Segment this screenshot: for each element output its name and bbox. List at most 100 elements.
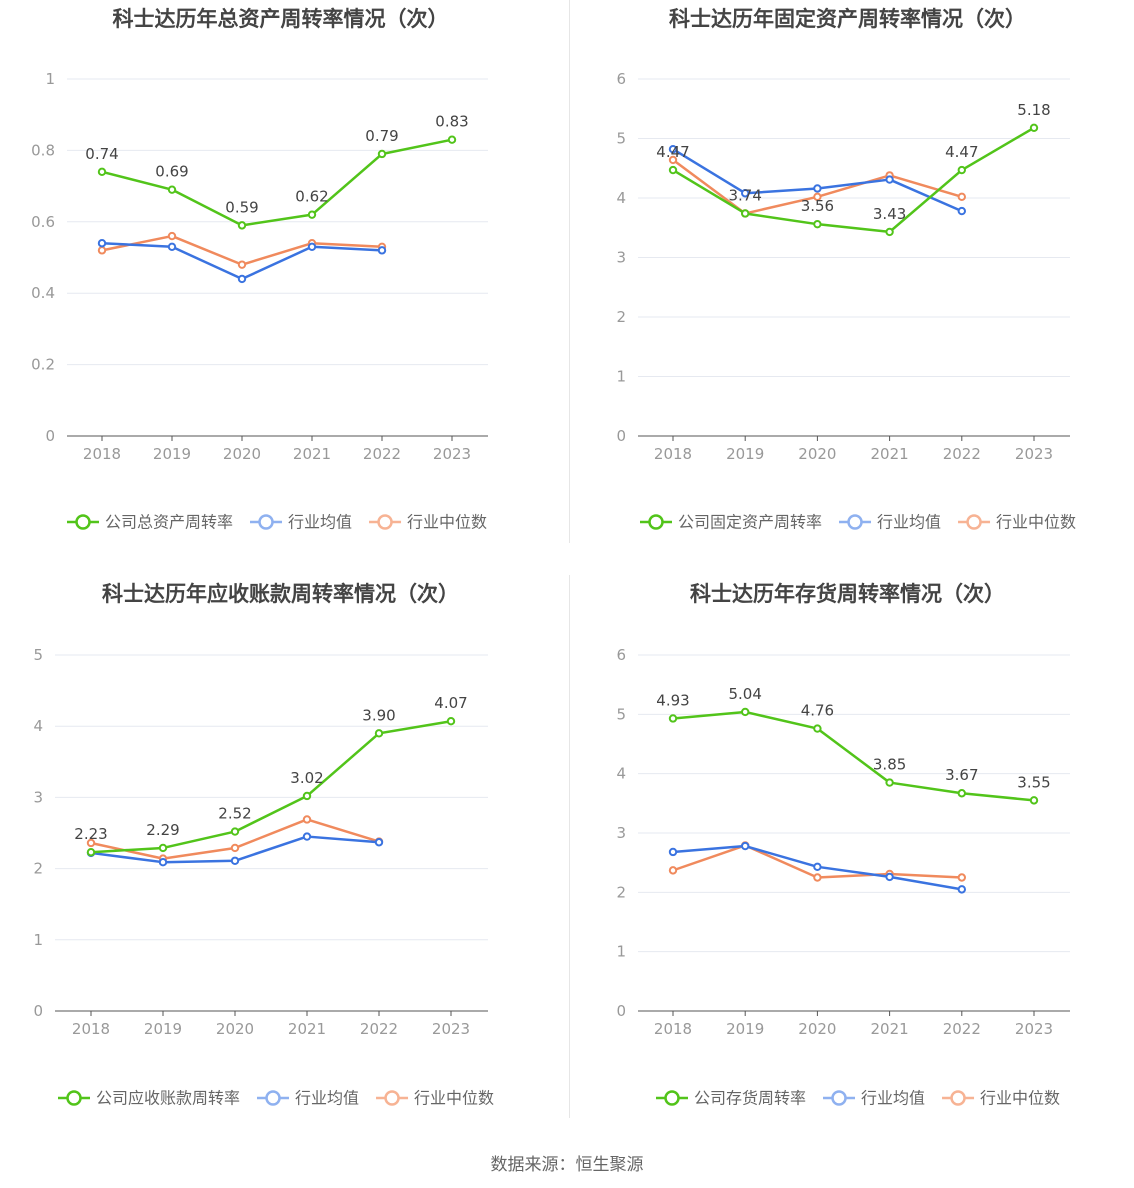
- data-point-median: [813, 873, 822, 882]
- y-tick-label: 0.2: [31, 356, 55, 374]
- data-point-avg: [741, 189, 750, 198]
- legend-label: 行业均值: [861, 1089, 925, 1108]
- data-source-note: 数据来源：恒生聚源: [490, 1155, 644, 1175]
- legend-label: 公司固定资产周转率: [678, 513, 822, 532]
- legend-item-median[interactable]: 行业中位数: [376, 1089, 494, 1108]
- legend-swatch-circle: [664, 1090, 680, 1106]
- x-tick-label: 2021: [288, 1020, 326, 1038]
- data-point-company: [97, 167, 107, 177]
- x-tick-label: 2022: [363, 445, 401, 463]
- legend-item-median[interactable]: 行业中位数: [942, 1089, 1060, 1108]
- data-label: 0.59: [225, 198, 258, 216]
- x-tick-label: 2019: [144, 1020, 182, 1038]
- data-label: 3.56: [801, 197, 834, 215]
- y-tick-label: 5: [616, 130, 626, 148]
- data-point-avg: [377, 246, 387, 255]
- legend-item-median[interactable]: 行业中位数: [369, 513, 487, 532]
- legend-item-avg[interactable]: 行业均值: [250, 513, 352, 532]
- data-point-avg: [957, 206, 966, 216]
- data-point-company: [447, 135, 457, 144]
- data-label: 2.29: [146, 821, 179, 839]
- data-label: 2.23: [74, 825, 107, 843]
- data-point-company: [302, 791, 312, 801]
- data-label: 4.47: [656, 143, 689, 161]
- data-point-avg: [668, 847, 678, 857]
- data-label: 3.85: [873, 756, 906, 774]
- y-tick-label: 0.8: [31, 141, 55, 159]
- data-label: 4.47: [945, 143, 978, 161]
- legend-item-company[interactable]: 公司存货周转率: [656, 1089, 806, 1108]
- y-tick-label: 4: [33, 717, 43, 735]
- y-tick-label: 0: [616, 1002, 626, 1020]
- series-line-company: [90, 719, 452, 854]
- y-tick-label: 0.6: [31, 213, 55, 231]
- data-point-company: [885, 778, 894, 787]
- x-tick-label: 2021: [871, 1020, 909, 1038]
- legend-swatch-circle: [384, 1090, 400, 1106]
- legend-label: 行业中位数: [407, 513, 487, 532]
- legend-label: 行业均值: [877, 513, 941, 532]
- y-tick-label: 1: [45, 70, 55, 88]
- legend-item-company[interactable]: 公司应收账款周转率: [58, 1089, 240, 1108]
- data-point-median: [957, 192, 966, 202]
- x-tick-label: 2018: [72, 1020, 110, 1038]
- chart-inventory-turnover: 科士达历年存货周转率情况（次） 0 1 2 3 4 5 6 2018 2019 2020 2021 20…: [616, 582, 1070, 1108]
- data-label: 3.55: [1017, 773, 1050, 791]
- legend-label: 行业中位数: [414, 1089, 494, 1108]
- data-label: 2.52: [218, 805, 251, 823]
- data-point-median: [230, 843, 240, 853]
- legend-swatch-circle: [648, 514, 664, 530]
- vertical-divider-top: [569, 0, 570, 543]
- data-point-company: [374, 729, 384, 738]
- chart-fixed-asset-turnover: 科士达历年固定资产周转率情况（次） 0 1 2 3 4 5 6 2018 2019 2020 2021…: [616, 7, 1076, 532]
- data-label: 3.67: [945, 766, 978, 784]
- series-line-company: [672, 126, 1035, 234]
- legend-item-avg[interactable]: 行业均值: [257, 1089, 359, 1108]
- x-tick-label: 2023: [433, 445, 471, 463]
- y-tick-label: 0: [616, 427, 626, 445]
- chart-total-asset-turnover: 科士达历年总资产周转率情况（次） 0 0.2 0.4 0.6 0.8 1 2018 2019 20…: [31, 7, 488, 532]
- data-label: 0.79: [365, 127, 398, 145]
- x-tick-label: 2023: [1015, 445, 1053, 463]
- legend-label: 行业均值: [295, 1089, 359, 1108]
- x-tick-label: 2019: [726, 445, 764, 463]
- data-point-avg: [885, 175, 894, 184]
- y-tick-label: 1: [33, 931, 43, 949]
- data-label: 4.76: [801, 702, 834, 720]
- data-point-company: [813, 724, 822, 733]
- data-label: 0.69: [155, 163, 188, 181]
- data-label: 3.43: [873, 205, 906, 223]
- chart-panel-receivables-turnover: 科士达历年应收账款周转率情况（次） 0 1 2 3 4 5 2018 2019 2020 2021 2…: [0, 575, 567, 1150]
- data-point-avg: [813, 184, 822, 193]
- data-label: 5.18: [1017, 101, 1050, 119]
- x-tick-label: 2022: [943, 1020, 981, 1038]
- x-tick-label: 2020: [223, 445, 261, 463]
- data-point-median: [668, 866, 678, 875]
- data-point-company: [307, 210, 317, 219]
- x-tick-label: 2023: [1015, 1020, 1053, 1038]
- y-tick-label: 2: [616, 308, 626, 326]
- legend-label: 行业中位数: [980, 1089, 1060, 1108]
- data-point-avg: [167, 242, 177, 251]
- legend-item-avg[interactable]: 行业均值: [839, 513, 941, 532]
- legend-label: 行业均值: [288, 513, 352, 532]
- legend-item-company[interactable]: 公司固定资产周转率: [640, 513, 822, 532]
- x-tick-label: 2021: [293, 445, 331, 463]
- x-tick-label: 2021: [871, 445, 909, 463]
- y-tick-label: 4: [616, 765, 626, 783]
- data-point-company: [668, 714, 678, 723]
- y-tick-label: 6: [616, 70, 626, 88]
- data-point-avg: [374, 838, 384, 847]
- data-label: 0.83: [435, 113, 468, 131]
- legend-item-avg[interactable]: 行业均值: [823, 1089, 925, 1108]
- data-point-median: [668, 155, 678, 165]
- x-tick-label: 2022: [360, 1020, 398, 1038]
- y-tick-label: 3: [616, 824, 626, 842]
- data-point-median: [167, 231, 177, 241]
- legend-item-median[interactable]: 行业中位数: [958, 513, 1076, 532]
- data-point-company: [230, 827, 240, 836]
- data-point-company: [167, 185, 177, 194]
- legend-swatch-circle: [377, 514, 393, 530]
- legend-item-company[interactable]: 公司总资产周转率: [67, 513, 233, 532]
- data-point-company: [1029, 123, 1039, 132]
